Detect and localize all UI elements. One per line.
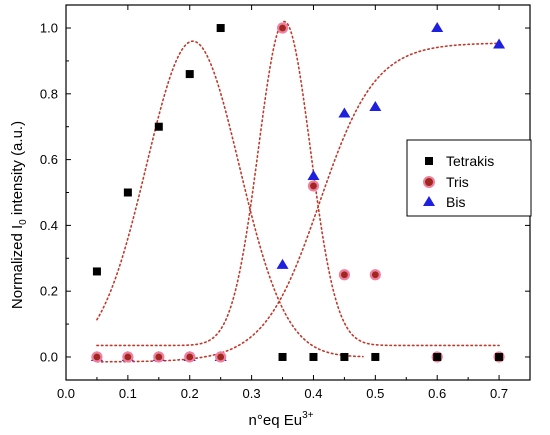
point-tetrakis — [371, 352, 380, 361]
point-bis — [338, 107, 351, 118]
point-tetrakis — [185, 70, 194, 79]
axis-ticks: 0.0 0.1 0.2 0.3 0.4 0.5 0.6 0.7 0.0 0.2 0.4 0.6 0.8 1… — [40, 5, 530, 401]
y-tick-label: 0.4 — [40, 218, 58, 233]
point-tetrakis — [433, 352, 442, 361]
legend-marker-tetrakis — [425, 157, 433, 165]
y-tick-label: 0.8 — [40, 86, 58, 101]
fit-curve-0 — [96, 40, 364, 358]
legend: Tetrakis Tris Bis — [406, 139, 532, 217]
x-tick-label: 0.4 — [304, 386, 322, 401]
point-bis — [431, 22, 444, 33]
legend-label-bis: Bis — [446, 194, 465, 210]
point-tetrakis — [340, 352, 349, 361]
x-tick-label: 0.0 — [57, 386, 75, 401]
point-tetrakis — [92, 267, 101, 276]
x-tick-label: 0.6 — [428, 386, 446, 401]
legend-marker-tris — [423, 176, 435, 188]
point-bis — [276, 258, 289, 269]
x-tick-label: 0.3 — [243, 386, 261, 401]
data-points — [90, 22, 506, 363]
y-tick-label: 1.0 — [40, 21, 58, 36]
x-axis-title: n°eq Eu3+ — [249, 410, 314, 429]
point-tris — [338, 269, 350, 281]
x-tick-label: 0.2 — [181, 386, 199, 401]
y-tick-label: 0.0 — [40, 349, 58, 364]
y-tick-label: 0.6 — [40, 152, 58, 167]
legend-label-tris: Tris — [446, 174, 469, 190]
fit-curve-1 — [96, 20, 500, 347]
point-bis — [307, 170, 320, 181]
point-tetrakis — [123, 188, 132, 197]
point-tetrakis — [278, 352, 287, 361]
point-tris — [153, 351, 165, 363]
point-tris — [276, 22, 289, 34]
point-tris — [307, 180, 320, 192]
x-tick-label: 0.5 — [366, 386, 384, 401]
y-axis-title: Normalized I0 intensity (a.u.) — [9, 121, 29, 309]
point-tetrakis — [495, 352, 504, 361]
point-tris — [91, 351, 103, 363]
x-tick-label: 0.7 — [490, 386, 508, 401]
point-bis — [369, 100, 382, 111]
point-tris — [369, 269, 381, 281]
point-tris — [184, 351, 196, 363]
point-tetrakis — [309, 352, 318, 361]
point-tetrakis — [154, 122, 163, 131]
point-tris — [122, 351, 134, 363]
x-tick-label: 0.1 — [119, 386, 137, 401]
y-tick-label: 0.2 — [40, 284, 58, 299]
point-tetrakis — [216, 24, 225, 33]
legend-label-tetrakis: Tetrakis — [446, 153, 494, 169]
point-bis — [493, 38, 506, 49]
point-tris — [215, 351, 227, 363]
legend-marker-bis — [423, 196, 435, 206]
